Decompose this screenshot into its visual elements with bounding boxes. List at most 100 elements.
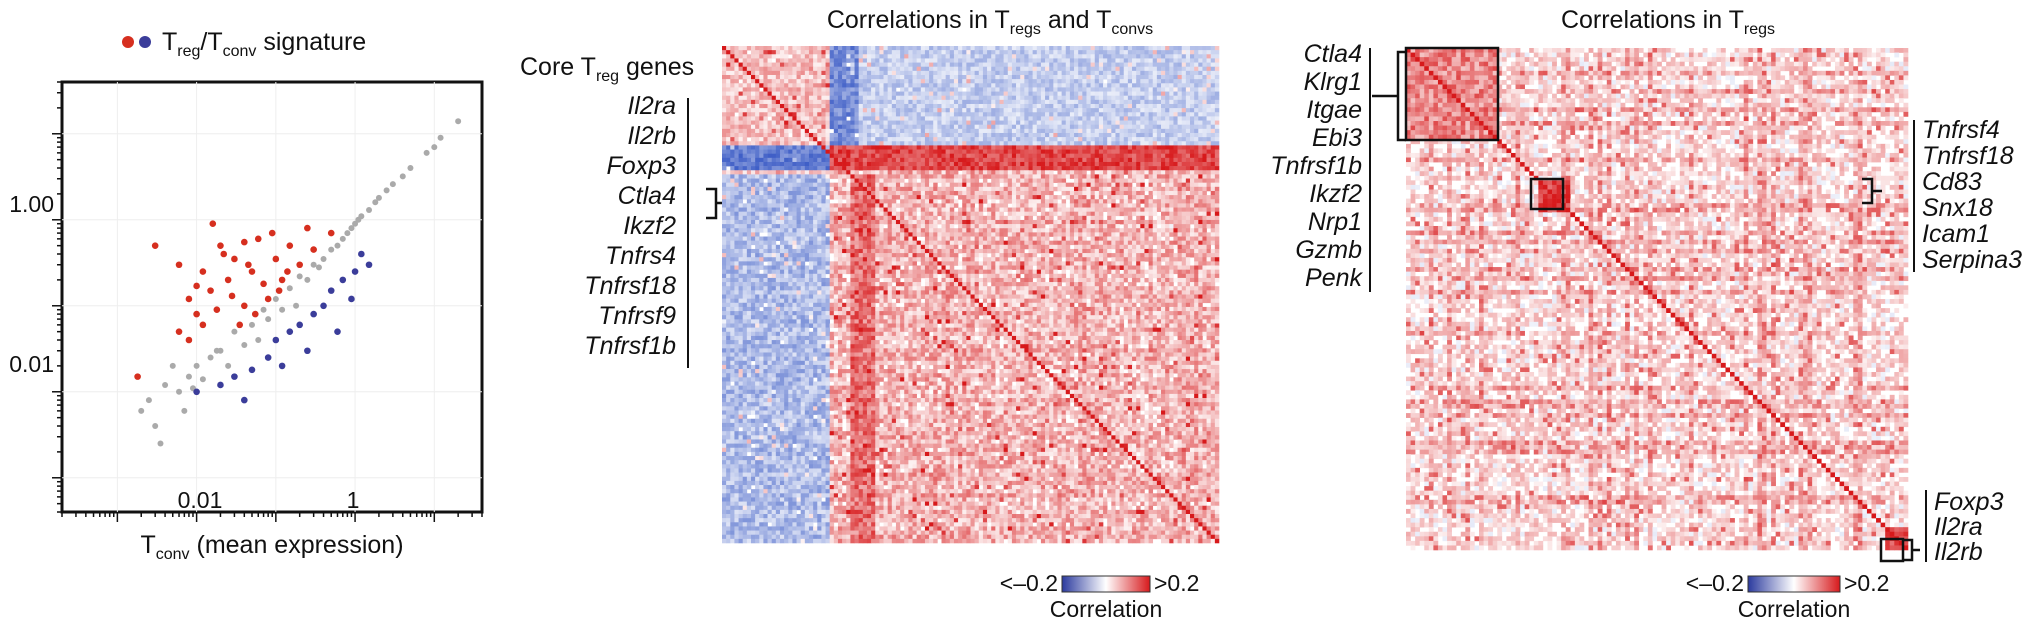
heatmap-cell xyxy=(879,145,883,149)
heatmap-cell xyxy=(838,179,842,183)
heatmap-cell xyxy=(1132,83,1136,87)
heatmap-cell xyxy=(991,162,995,166)
heatmap-cell xyxy=(751,191,755,195)
heatmap-cell xyxy=(987,191,991,195)
gray-point xyxy=(311,262,317,268)
heatmap-cell xyxy=(1186,170,1190,174)
heatmap-cell xyxy=(954,187,958,191)
heatmap-cell xyxy=(1037,158,1041,162)
heatmap-cell xyxy=(1198,125,1202,129)
heatmap-cell xyxy=(1115,87,1119,91)
heatmap-cell xyxy=(755,191,759,195)
heatmap-cell xyxy=(751,112,755,116)
heatmap-cell xyxy=(730,183,734,187)
heatmap-cell xyxy=(747,92,751,96)
heatmap-cell xyxy=(1070,137,1074,141)
heatmap-cell xyxy=(1186,166,1190,170)
heatmap-cell xyxy=(1074,83,1078,87)
heatmap-cell xyxy=(1211,133,1215,137)
heatmap-cell xyxy=(921,100,925,104)
heatmap-cell xyxy=(1074,67,1078,71)
heatmap-cell xyxy=(1070,208,1074,212)
heatmap-cell xyxy=(913,166,917,170)
heatmap-cell xyxy=(946,129,950,133)
heatmap-cell xyxy=(1202,96,1206,100)
heatmap-cell xyxy=(1095,112,1099,116)
heatmap-cell xyxy=(739,83,743,87)
heatmap-cell xyxy=(739,154,743,158)
heatmap-cell xyxy=(1161,67,1165,71)
heatmap-cell xyxy=(942,166,946,170)
heatmap-cell xyxy=(838,58,842,62)
heatmap-cell xyxy=(801,174,805,178)
heatmap-cell xyxy=(991,112,995,116)
heatmap-cell xyxy=(942,54,946,58)
heatmap-cell xyxy=(1207,154,1211,158)
heatmap-cell xyxy=(1169,129,1173,133)
heatmap-cell xyxy=(913,100,917,104)
heatmap-cell xyxy=(1033,187,1037,191)
heatmap-cell xyxy=(1024,154,1028,158)
heatmap-cell xyxy=(1103,170,1107,174)
heatmap-cell xyxy=(950,183,954,187)
heatmap-cell xyxy=(958,183,962,187)
heatmap-cell xyxy=(846,141,850,145)
heatmap-cell xyxy=(900,179,904,183)
heatmap-cell xyxy=(958,96,962,100)
heatmap-cell xyxy=(1041,108,1045,112)
heatmap-cell xyxy=(1194,137,1198,141)
heatmap-cell xyxy=(809,67,813,71)
heatmap-cell xyxy=(747,67,751,71)
heatmap-cell xyxy=(1107,100,1111,104)
heatmap-cell xyxy=(991,63,995,67)
heatmap-cell xyxy=(772,104,776,108)
heatmap-cell xyxy=(1045,170,1049,174)
red-point xyxy=(209,220,216,227)
heatmap-cell xyxy=(821,116,825,120)
heatmap-cell xyxy=(842,112,846,116)
heatmap-cell xyxy=(979,174,983,178)
heatmap-cell xyxy=(1057,112,1061,116)
heatmap-cell xyxy=(879,141,883,145)
heatmap-cell xyxy=(892,137,896,141)
heatmap-cell xyxy=(1202,141,1206,145)
heatmap-cell xyxy=(1211,116,1215,120)
heatmap-cell xyxy=(1091,121,1095,125)
heatmap-cell xyxy=(995,208,999,212)
heatmap-cell xyxy=(1053,92,1057,96)
heatmap-cell xyxy=(809,166,813,170)
heatmap-cell xyxy=(1049,195,1053,199)
heatmap-cell xyxy=(805,129,809,133)
heatmap-cell xyxy=(846,183,850,187)
heatmap-cell xyxy=(971,71,975,75)
heatmap-cell xyxy=(1144,112,1148,116)
red-point xyxy=(296,261,303,268)
heatmap-cell xyxy=(801,191,805,195)
heatmap-cell xyxy=(1194,112,1198,116)
heatmap-cell xyxy=(1008,133,1012,137)
heatmap-cell xyxy=(871,133,875,137)
heatmap-cell xyxy=(1004,154,1008,158)
heatmap-cell xyxy=(1004,187,1008,191)
heatmap-cell xyxy=(999,108,1003,112)
heatmap-cell xyxy=(726,50,730,54)
heatmap-cell xyxy=(726,183,730,187)
heatmap-cell xyxy=(975,63,979,67)
heatmap-cell xyxy=(1186,195,1190,199)
heatmap-cell xyxy=(1074,50,1078,54)
heatmap-cell xyxy=(1095,187,1099,191)
heatmap-cell xyxy=(879,87,883,91)
heatmap-cell xyxy=(875,104,879,108)
heatmap-cell xyxy=(875,145,879,149)
heatmap-cell xyxy=(937,170,941,174)
heatmap-cell xyxy=(1028,92,1032,96)
heatmap-cell xyxy=(925,166,929,170)
heatmap-cell xyxy=(1057,104,1061,108)
heatmap-cell xyxy=(925,158,929,162)
heatmap-cell xyxy=(1086,79,1090,83)
heatmap-cell xyxy=(1107,125,1111,129)
heatmap-cell xyxy=(817,58,821,62)
heatmap-cell xyxy=(1074,191,1078,195)
heatmap-cell xyxy=(1041,179,1045,183)
gray-point xyxy=(225,363,231,369)
